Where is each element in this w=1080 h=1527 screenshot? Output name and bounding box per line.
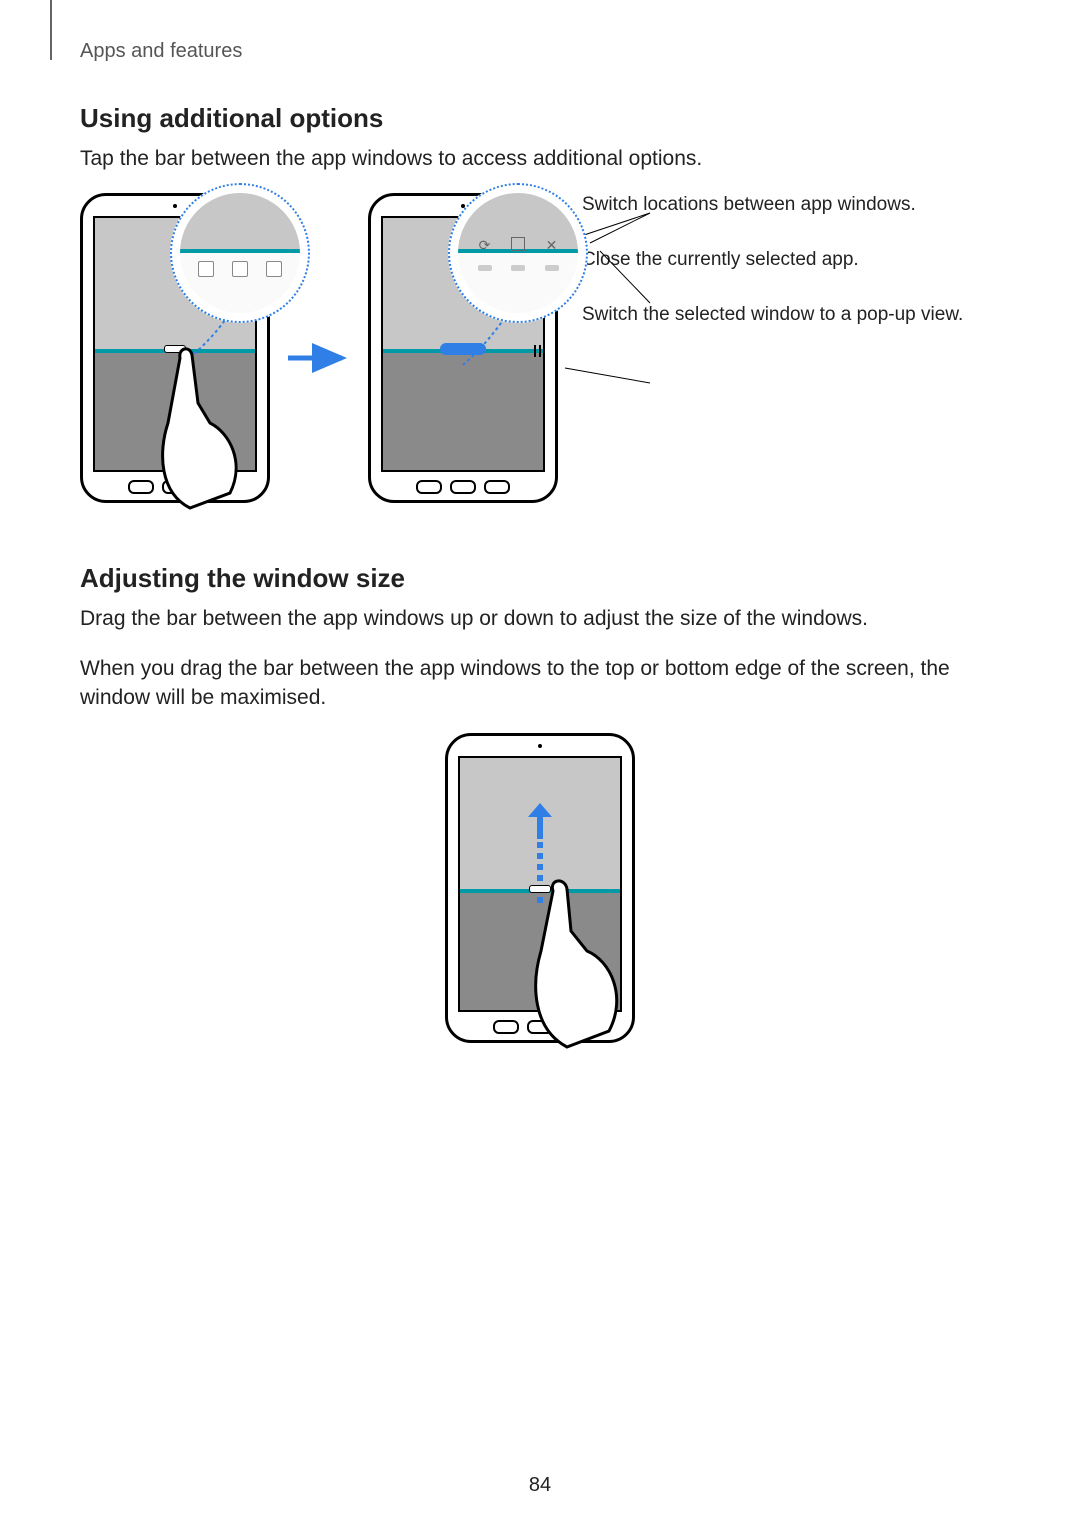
- switch-icon: ⟳: [479, 237, 491, 254]
- figure-row-1: ⟳ ✕: [80, 193, 1000, 523]
- zoom-circle-left: [170, 183, 310, 323]
- arrow-right-icon: [284, 338, 354, 378]
- callout-switch-locations: Switch locations between app windows.: [582, 193, 1000, 218]
- section2-body1: Drag the bar between the app windows up …: [80, 604, 1000, 633]
- callout-close-app: Close the currently selected app.: [582, 248, 1000, 273]
- hand-icon: [525, 873, 655, 1053]
- breadcrumb: Apps and features: [80, 40, 1000, 63]
- option-icon: [198, 261, 214, 277]
- callout-column: Switch locations between app windows. Cl…: [582, 193, 1000, 357]
- header-rule: [50, 0, 52, 60]
- option-icon: [266, 261, 282, 277]
- figure-row-2: [80, 733, 1000, 1043]
- section2-body2: When you drag the bar between the app wi…: [80, 654, 1000, 713]
- page-number: 84: [0, 1474, 1080, 1497]
- close-icon: ✕: [546, 237, 558, 254]
- hand-icon: [150, 343, 270, 513]
- zoom-circle-right: ⟳ ✕: [448, 183, 588, 323]
- popup-icon: [511, 237, 525, 251]
- page: Apps and features Using additional optio…: [0, 0, 1080, 1527]
- section1-body: Tap the bar between the app windows to a…: [80, 144, 1000, 173]
- section2-heading: Adjusting the window size: [80, 563, 1000, 594]
- resize-handle-icon: [531, 343, 545, 359]
- callout-popup-view: Switch the selected window to a pop-up v…: [582, 303, 1000, 328]
- section1-heading: Using additional options: [80, 103, 1000, 134]
- option-icon: [232, 261, 248, 277]
